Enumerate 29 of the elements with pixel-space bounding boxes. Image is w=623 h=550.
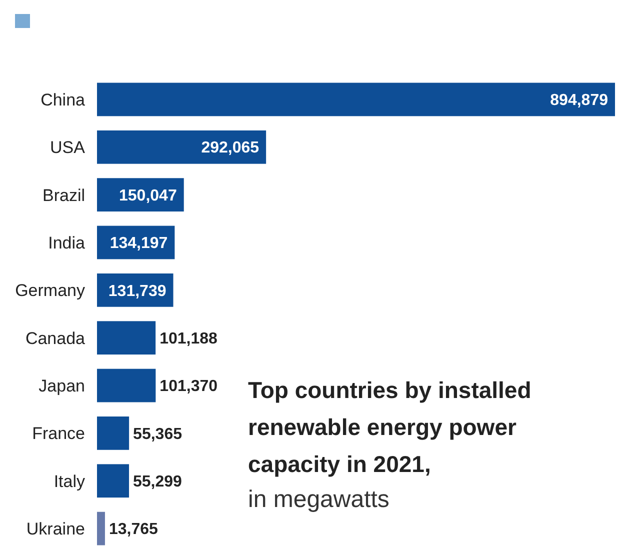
y-tick-label: India xyxy=(48,233,86,252)
data-label: 150,047 xyxy=(119,187,177,204)
data-label: 101,370 xyxy=(160,378,218,396)
data-label: 894,879 xyxy=(550,92,608,110)
data-label: 101,188 xyxy=(160,330,218,348)
data-label: 131,739 xyxy=(108,282,166,300)
bar xyxy=(97,368,156,402)
bar xyxy=(97,321,156,355)
data-label: 55,365 xyxy=(133,426,182,443)
text: Top countries by installed renewable energy power capacity in 2021, xyxy=(248,377,532,477)
y-tick-label: Japan xyxy=(38,376,85,396)
text: in megawatts xyxy=(248,486,390,513)
y-tick-label: Italy xyxy=(54,472,86,491)
bar xyxy=(97,512,105,546)
y-tick-label: Brazil xyxy=(42,186,85,205)
bar xyxy=(97,130,266,164)
data-label: 55,299 xyxy=(133,473,182,490)
bar xyxy=(97,416,130,450)
y-tick-label: China xyxy=(40,90,86,110)
y-tick-label: Canada xyxy=(25,328,86,348)
data-label: 292,065 xyxy=(201,140,260,157)
data-label: 134,197 xyxy=(110,235,168,252)
y-tick-label: USA xyxy=(50,138,86,158)
y-tick-label: Germany xyxy=(15,281,86,300)
data-label: 13,765 xyxy=(108,521,158,538)
bar xyxy=(97,464,130,498)
y-tick-label: France xyxy=(32,424,85,444)
bar xyxy=(97,82,615,116)
y-tick-label: Ukraine xyxy=(26,519,85,538)
